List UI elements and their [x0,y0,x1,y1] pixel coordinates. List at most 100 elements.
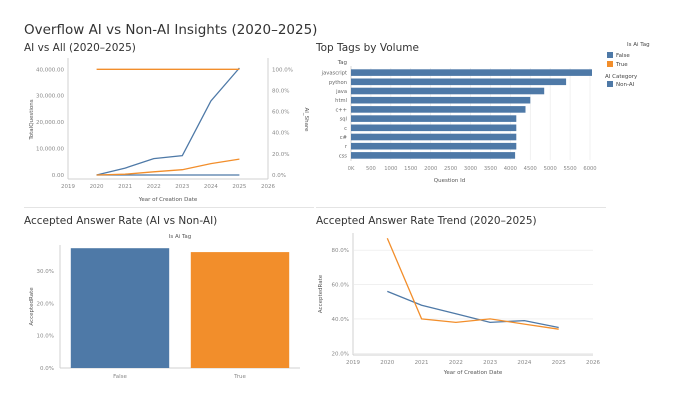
tag-label: c# [340,135,347,141]
x-tick-label: 2000 [424,166,437,172]
y-axis-label: AcceptedRate [318,274,324,313]
y2-axis-label: AI_Share [303,107,309,132]
tag-label: c [344,126,347,132]
y-tick-label: 80.0% [332,248,349,254]
x-tick-label: 500 [366,166,376,172]
dashboard-title: Overflow AI vs Non-AI Insights (2020–202… [24,22,318,38]
y2-tick-label: 60.0% [272,110,289,116]
x-tick-label: 1000 [384,166,397,172]
bar [351,106,526,113]
tag-label: css [339,153,348,159]
y-tick-label: 10,000.00 [36,147,64,153]
y-tick-label: 30.0% [37,269,54,275]
y2-tick-label: 20.0% [272,152,289,158]
x-tick-label: 2026 [261,184,275,190]
x-tick-label: True [233,374,246,380]
x-tick-label: 2023 [483,360,497,366]
y-tick-label: 20,000.00 [36,120,64,126]
series-line-1 [96,67,240,176]
legend-label: True [615,62,628,68]
x-tick-label: 2019 [346,360,360,366]
column-header: Is Ai Tag [169,234,192,240]
legend-title: Is Ai Tag [627,42,650,48]
x-tick-label: 3500 [484,166,497,172]
y2-tick-label: 100.0% [272,67,293,73]
bar [351,115,517,122]
tag-label: javascript [321,71,347,77]
x-tick-label: 1500 [404,166,417,172]
y-axis-label: AcceptedRate [29,287,35,326]
x-tick-label: 4000 [504,166,517,172]
x-tick-label: 2021 [415,360,429,366]
x-axis-label: Question Id [434,178,465,184]
x-tick-label: 5500 [563,166,576,172]
chart-title-accepted-rate: Accepted Answer Rate (AI vs Non-AI) [24,215,218,227]
x-tick-label: 0K [348,166,355,172]
x-tick-label: 2026 [586,360,600,366]
bar [190,252,290,368]
bar [351,124,517,132]
x-tick-label: 2025 [552,360,566,366]
category-header: Tag [337,60,347,66]
legend-title: AI Category [605,74,638,80]
y-tick-label: 60.0% [332,283,349,289]
divider [316,207,606,208]
divider [24,207,314,208]
x-tick-label: 2500 [444,166,457,172]
x-axis-label: Year of Creation Date [443,370,503,376]
x-tick-label: 2019 [61,184,75,190]
x-axis-label: Year of Creation Date [138,197,198,203]
x-tick-label: 5000 [544,166,557,172]
y-tick-label: 40.0% [332,317,349,323]
y-tick-label: 0.0% [40,366,54,372]
series-line-2 [96,158,240,176]
x-tick-label: 2022 [147,184,161,190]
series-line-0 [387,290,559,329]
bar [351,78,567,86]
y-tick-label: 10.0% [37,334,54,340]
legend-swatch [607,52,613,58]
tag-label: java [335,89,347,95]
legend-label: False [616,53,630,59]
tag-label: html [335,98,347,104]
tag-label: c++ [335,107,347,113]
chart-title-top-tags: Top Tags by Volume [316,42,419,54]
series-line-1 [386,237,559,330]
chart-title-accepted-trend: Accepted Answer Rate Trend (2020–2025) [316,215,537,227]
tag-label: r [345,144,348,150]
legend-swatch [607,81,613,87]
x-tick-label: 2020 [380,360,394,366]
y2-tick-label: 80.0% [272,88,289,94]
bar [351,133,517,141]
x-tick-label: 2023 [175,184,189,190]
bar [351,152,516,159]
x-tick-label: 2024 [517,360,531,366]
x-tick-label: 2022 [449,360,463,366]
y-tick-label: 20.0% [37,301,54,307]
y-axis-label: TotalQuestions [29,99,35,140]
x-tick-label: 4500 [524,166,537,172]
y-tick-label: 40,000.00 [36,67,64,73]
y-tick-label: 30,000.00 [36,94,64,100]
x-tick-label: 2024 [204,184,218,190]
tag-label: python [329,80,347,86]
bar [351,142,517,150]
y2-tick-label: 40.0% [272,131,289,137]
y-tick-label: 0.00 [52,173,65,179]
bar [351,69,592,76]
legend-swatch [607,61,613,67]
x-tick-label: 6000 [583,166,596,172]
x-tick-label: 3000 [464,166,477,172]
x-tick-label: False [113,374,127,380]
x-tick-label: 2020 [90,184,104,190]
bar [351,96,531,104]
chart-title-ai-vs-all: AI vs All (2020–2025) [24,42,136,54]
x-tick-label: 2025 [232,184,246,190]
y-tick-label: 20.0% [332,351,349,357]
x-tick-label: 2021 [118,184,132,190]
